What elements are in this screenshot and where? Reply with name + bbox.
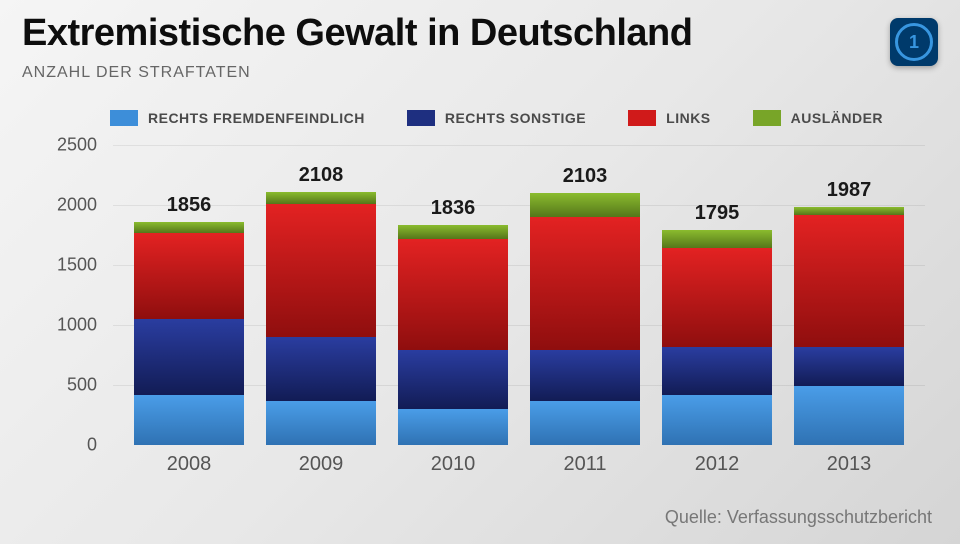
bar-segment-links (530, 217, 640, 351)
legend-item: RECHTS SONSTIGE (407, 110, 586, 126)
bar-segment-links (794, 215, 904, 347)
y-tick-label: 2000 (47, 195, 97, 216)
bar-segment-auslaender (134, 222, 244, 233)
legend-swatch (628, 110, 656, 126)
bar-stack (266, 192, 376, 445)
bar-total-label: 1836 (431, 197, 476, 220)
bar-segment-links (134, 233, 244, 319)
bar-total-label: 1795 (695, 202, 740, 225)
bar-segment-auslaender (794, 207, 904, 215)
bar-segment-rechts_sonstige (134, 319, 244, 395)
legend-swatch (407, 110, 435, 126)
x-tick-label: 2010 (398, 453, 508, 476)
bar-group: 1836 (398, 225, 508, 445)
bar-group: 1856 (134, 222, 244, 445)
x-tick-label: 2009 (266, 453, 376, 476)
x-tick-label: 2011 (530, 453, 640, 476)
bar-segment-links (266, 204, 376, 337)
network-logo-text: 1 (895, 23, 933, 61)
bar-total-label: 1856 (167, 194, 212, 217)
y-axis: 05001000150020002500 (55, 145, 105, 445)
source-text: Quelle: Verfassungsschutzbericht (665, 507, 932, 528)
bar-group: 1987 (794, 207, 904, 445)
legend-label: LINKS (666, 110, 711, 126)
bar-segment-rechts_sonstige (530, 350, 640, 400)
x-tick-label: 2008 (134, 453, 244, 476)
legend-item: LINKS (628, 110, 711, 126)
y-tick-label: 1500 (47, 255, 97, 276)
bar-stack (530, 193, 640, 445)
bar-segment-auslaender (398, 225, 508, 239)
bar-segment-rechts_sonstige (794, 347, 904, 387)
x-tick-label: 2012 (662, 453, 772, 476)
bar-segment-auslaender (662, 230, 772, 248)
legend-item: RECHTS FREMDENFEINDLICH (110, 110, 365, 126)
bar-segment-rechts_sonstige (266, 337, 376, 401)
bar-segment-auslaender (530, 193, 640, 217)
bar-stack (398, 225, 508, 445)
bar-group: 1795 (662, 230, 772, 445)
y-tick-label: 500 (47, 375, 97, 396)
x-axis-labels: 2008 2009 2010 2011 2012 2013 (113, 453, 925, 476)
bar-stack (662, 230, 772, 445)
bar-stack (134, 222, 244, 445)
x-tick-label: 2013 (794, 453, 904, 476)
bar-segment-links (398, 239, 508, 350)
bar-segment-rechts_fremdenfeindlich (530, 401, 640, 445)
bar-total-label: 1987 (827, 179, 872, 202)
y-tick-label: 0 (47, 435, 97, 456)
bar-segment-rechts_fremdenfeindlich (398, 409, 508, 445)
bar-segment-rechts_sonstige (398, 350, 508, 409)
bar-segment-rechts_fremdenfeindlich (662, 395, 772, 445)
bar-group: 2108 (266, 192, 376, 445)
bar-segment-rechts_fremdenfeindlich (794, 386, 904, 445)
bar-stack (794, 207, 904, 445)
bar-group: 2103 (530, 193, 640, 445)
bar-segment-rechts_sonstige (662, 347, 772, 395)
legend-label: RECHTS SONSTIGE (445, 110, 586, 126)
bars-row: 185621081836210317951987 (113, 145, 925, 445)
infographic-root: Extremistische Gewalt in Deutschland ANZ… (0, 0, 960, 544)
legend-label: RECHTS FREMDENFEINDLICH (148, 110, 365, 126)
y-tick-label: 1000 (47, 315, 97, 336)
bar-total-label: 2103 (563, 165, 608, 188)
legend-item: AUSLÄNDER (753, 110, 883, 126)
legend: RECHTS FREMDENFEINDLICH RECHTS SONSTIGE LI… (110, 110, 883, 126)
bar-segment-links (662, 248, 772, 347)
legend-swatch (110, 110, 138, 126)
y-tick-label: 2500 (47, 135, 97, 156)
bar-total-label: 2108 (299, 164, 344, 187)
plot-area: 185621081836210317951987 (113, 145, 925, 445)
bar-segment-rechts_fremdenfeindlich (134, 395, 244, 445)
legend-label: AUSLÄNDER (791, 110, 883, 126)
legend-swatch (753, 110, 781, 126)
chart-area: 05001000150020002500 1856210818362103179… (55, 145, 925, 475)
bar-segment-auslaender (266, 192, 376, 204)
bar-segment-rechts_fremdenfeindlich (266, 401, 376, 445)
network-logo: 1 (890, 18, 938, 66)
chart-subtitle: ANZAHL DER STRAFTATEN (22, 64, 251, 82)
chart-title: Extremistische Gewalt in Deutschland (22, 12, 692, 55)
